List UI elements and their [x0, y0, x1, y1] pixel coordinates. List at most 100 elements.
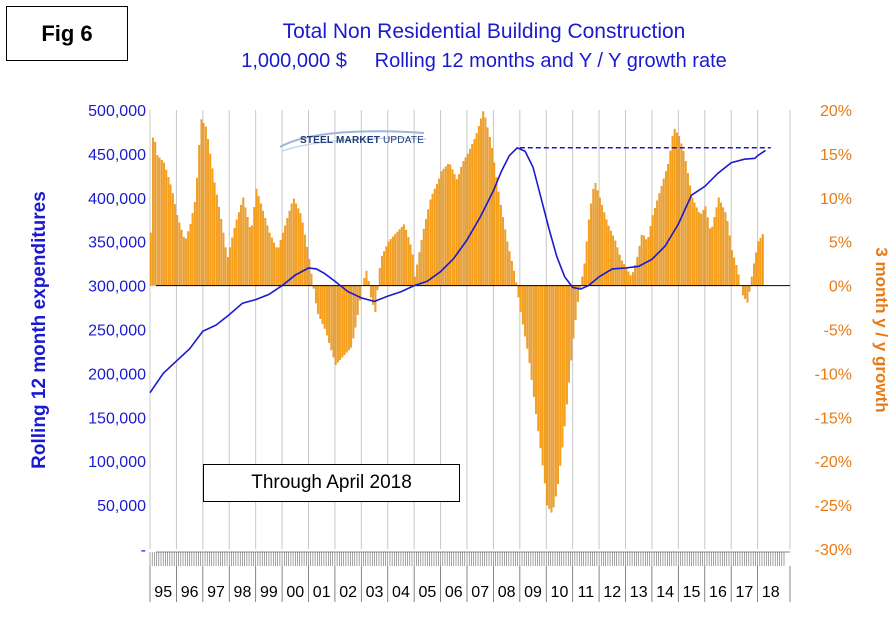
growth-bar: [420, 240, 423, 286]
growth-bar: [627, 271, 630, 286]
growth-bar: [369, 285, 372, 298]
growth-bar: [709, 228, 711, 286]
growth-bar: [460, 166, 463, 286]
growth-bar: [612, 235, 615, 286]
growth-bar: [240, 204, 243, 286]
growth-bar: [182, 237, 185, 286]
growth-bar: [281, 232, 284, 286]
growth-bar: [262, 210, 265, 286]
growth-bar: [365, 270, 368, 286]
growth-bar: [295, 203, 298, 286]
growth-bar: [204, 126, 207, 286]
growth-bar: [288, 210, 291, 286]
growth-bar: [319, 285, 322, 319]
growth-bar: [301, 222, 304, 286]
growth-bar: [590, 203, 593, 286]
growth-bar: [167, 177, 170, 286]
growth-bar: [524, 285, 526, 337]
growth-bar: [609, 230, 612, 286]
growth-bar: [720, 202, 722, 286]
growth-bar: [411, 254, 414, 286]
growth-bar: [154, 142, 157, 286]
growth-bar: [447, 163, 449, 286]
growth-bar: [347, 285, 350, 351]
growth-bar: [572, 285, 575, 339]
growth-bar: [574, 285, 577, 321]
growth-bar: [431, 193, 434, 286]
growth-bar: [378, 267, 381, 286]
growth-bar: [325, 285, 328, 336]
growth-bar: [407, 237, 410, 286]
growth-bar: [376, 285, 379, 291]
growth-bar: [546, 285, 549, 506]
growth-bar: [724, 212, 727, 286]
growth-bar: [383, 251, 386, 286]
growth-bar: [671, 136, 674, 286]
growth-bar: [757, 241, 760, 286]
growth-bar: [550, 285, 553, 513]
growth-bar: [394, 234, 397, 286]
x-tick-label: 95: [154, 584, 172, 601]
growth-bar: [198, 144, 201, 286]
growth-bar: [317, 285, 320, 315]
growth-bar: [246, 217, 249, 286]
growth-bar: [330, 285, 333, 351]
growth-bar: [513, 270, 515, 286]
growth-bar: [521, 285, 524, 325]
growth-bar: [702, 210, 705, 286]
growth-bar: [400, 226, 403, 286]
growth-bar: [211, 168, 214, 286]
growth-bar: [226, 257, 229, 286]
growth-bar: [728, 235, 731, 286]
growth-bar: [607, 225, 610, 286]
x-tick-label: 08: [498, 584, 516, 601]
left-tick-label: 500,000: [88, 103, 146, 120]
y-axis-label-left: Rolling 12 month expenditures: [29, 191, 50, 469]
x-tick-label: 17: [735, 584, 753, 601]
growth-bar: [163, 162, 165, 286]
growth-bar: [200, 119, 203, 286]
growth-bar: [625, 267, 628, 286]
x-tick-label: 11: [578, 584, 595, 601]
growth-bar: [620, 260, 623, 286]
growth-bar: [235, 219, 238, 286]
growth-bar: [180, 229, 183, 286]
growth-bar: [601, 204, 604, 286]
growth-bar: [471, 143, 474, 286]
growth-bar: [314, 285, 317, 304]
growth-bar: [539, 285, 542, 449]
growth-bar: [385, 246, 388, 286]
growth-bar: [504, 229, 507, 286]
x-tick-label: 12: [603, 584, 621, 601]
growth-bar: [273, 242, 276, 286]
right-tick-label: -15%: [815, 410, 852, 427]
growth-bar: [735, 264, 738, 286]
x-tick-label: 01: [313, 584, 331, 601]
growth-bar: [380, 256, 383, 286]
growth-bar: [594, 183, 597, 286]
growth-bar: [449, 164, 452, 286]
left-tick-label: 350,000: [88, 235, 146, 252]
growth-bar: [422, 228, 425, 286]
growth-bar: [248, 226, 251, 286]
growth-bar: [292, 198, 295, 286]
growth-bar: [343, 285, 346, 356]
growth-bar: [733, 257, 736, 286]
growth-bar: [458, 174, 460, 286]
growth-bar: [508, 251, 511, 286]
growth-bar: [202, 123, 205, 286]
growth-bar: [409, 244, 412, 286]
growth-bar: [462, 161, 465, 286]
growth-bar: [334, 285, 337, 365]
right-tick-label: -20%: [815, 454, 852, 471]
growth-bar: [583, 263, 586, 286]
growth-bar: [480, 118, 482, 286]
growth-bar: [231, 237, 234, 286]
growth-bar: [176, 215, 179, 286]
growth-bar: [605, 219, 608, 286]
growth-bar: [530, 285, 533, 380]
growth-bar: [744, 285, 747, 299]
growth-bar: [561, 285, 564, 448]
x-tick-label: 99: [260, 584, 278, 601]
expenditure-line: [149, 146, 766, 394]
